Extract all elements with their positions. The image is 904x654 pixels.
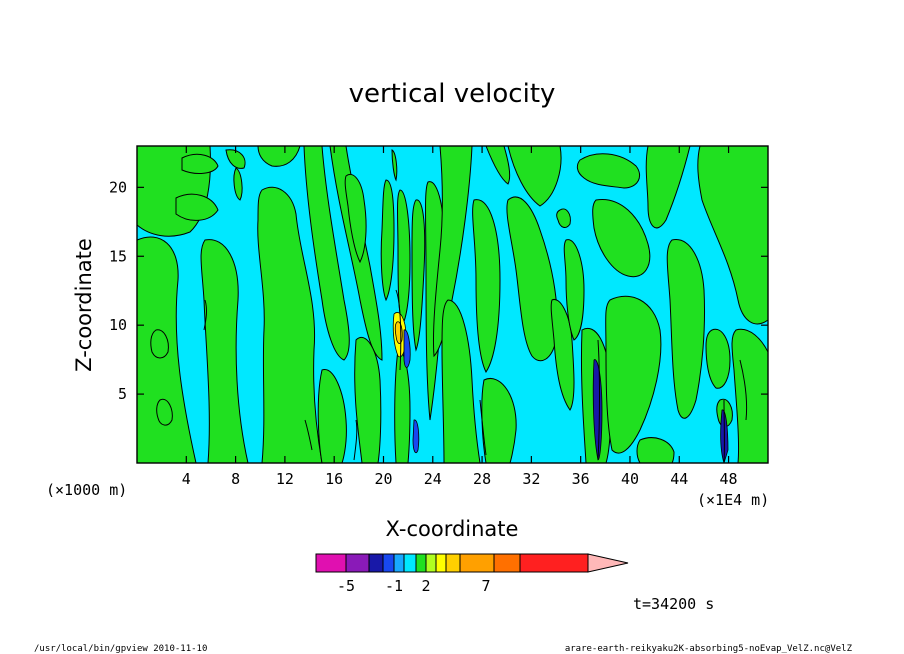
contour-region-positive	[636, 437, 675, 463]
contour-region-positive	[317, 369, 347, 463]
plot-frame	[136, 145, 769, 464]
x-tick-label: 28	[473, 470, 491, 488]
time-label: t=34200 s	[633, 595, 714, 613]
contour-region-positive	[411, 199, 426, 352]
contour-region-positive	[576, 153, 640, 189]
x-tick-label: 20	[374, 470, 392, 488]
contour-region-positive	[485, 146, 511, 185]
contour-line	[395, 289, 402, 371]
contour-region-positive	[344, 174, 367, 264]
contour-region-positive	[257, 186, 323, 463]
contour-region-positive	[605, 295, 662, 454]
contour-region-positive	[705, 328, 731, 389]
contour-field	[137, 146, 768, 463]
contour-line	[203, 299, 208, 331]
contour-region-positive	[303, 146, 350, 361]
colorbar-tick-label: -5	[337, 577, 355, 595]
contour-region-positive	[380, 179, 395, 302]
colorbar-box	[493, 553, 521, 573]
contour-line	[479, 399, 487, 456]
contour-line	[304, 419, 313, 451]
contour-region-positive	[257, 146, 301, 167]
x-tick-label: 48	[720, 470, 738, 488]
contour-region-negative	[412, 419, 420, 454]
contour-region-positive	[506, 196, 558, 362]
x-tick-label: 16	[325, 470, 343, 488]
colorbar-box	[519, 553, 589, 573]
colorbar-tick-label: -1	[385, 577, 403, 595]
colorbar-box	[403, 553, 417, 573]
colorbar-tick-label: 2	[421, 577, 430, 595]
contour-region-positive	[441, 299, 481, 463]
colorbar-box	[345, 553, 370, 573]
x-axis-label: X-coordinate	[386, 517, 519, 541]
contour-region-positive	[472, 199, 501, 373]
contour-region-positive	[645, 146, 691, 229]
x-tick-label: 32	[522, 470, 540, 488]
x-tick-label: 8	[231, 470, 240, 488]
colorbar-tick-label: 7	[481, 577, 490, 595]
contour-region-positive	[225, 149, 246, 169]
contour-region-positive	[150, 329, 169, 359]
colorbar-box	[415, 553, 427, 573]
x-axis-ticks: 4 8 12 16 20 24 28 32 36 40 44 48	[182, 146, 738, 488]
contour-region-positive	[592, 199, 651, 278]
contour-region-positive	[697, 146, 768, 325]
y-tick-label: 10	[109, 316, 127, 334]
x-tick-label: 44	[670, 470, 688, 488]
contour-region-positive	[175, 193, 219, 221]
contour-region-positive	[556, 208, 571, 228]
colorbar-box	[382, 553, 395, 573]
y-tick-label: 20	[109, 178, 127, 196]
colorbar-box	[393, 553, 405, 573]
y-tick-label: 15	[109, 247, 127, 265]
x-unit-label: (×1E4 m)	[697, 491, 769, 509]
contour-region-positive	[563, 239, 585, 341]
contour-region-positive	[432, 146, 473, 358]
footer-left: /usr/local/bin/gpview 2010-11-10	[34, 644, 207, 654]
y-tick-label: 5	[118, 385, 127, 403]
contour-region-positive	[181, 153, 219, 174]
contour-region-positive	[233, 167, 243, 201]
contour-region-positive	[354, 337, 382, 463]
contour-region-positive	[507, 146, 562, 207]
x-tick-label: 36	[572, 470, 590, 488]
footer-right: arare-earth-reikyaku2K-absorbing5-noEvap…	[565, 644, 853, 654]
colorbar-box	[315, 553, 347, 573]
contour-region-positive	[666, 239, 706, 419]
y-axis-ticks: 5 10 15 20	[109, 178, 768, 403]
contour-line	[597, 339, 600, 461]
contour-region-positive	[391, 149, 398, 182]
y-unit-label: (×1000 m)	[46, 481, 127, 499]
x-tick-label: 40	[621, 470, 639, 488]
contour-region-negative	[403, 329, 411, 368]
colorbar-extension-arrow	[587, 553, 629, 573]
colorbar: -5 -1 2 7	[315, 553, 629, 595]
colorbar-box	[435, 553, 447, 573]
contour-line	[739, 359, 748, 421]
chart-title: vertical velocity	[349, 79, 556, 109]
contour-line	[353, 419, 358, 461]
x-tick-label: 12	[276, 470, 294, 488]
x-tick-label: 4	[182, 470, 191, 488]
contour-region-positive	[394, 349, 411, 463]
contour-region-positive	[156, 398, 173, 426]
colorbar-box	[445, 553, 461, 573]
colorbar-box	[459, 553, 495, 573]
y-axis-label: Z-coordinate	[72, 238, 96, 372]
colorbar-box	[368, 553, 384, 573]
x-tick-label: 24	[424, 470, 442, 488]
colorbar-box	[425, 553, 437, 573]
